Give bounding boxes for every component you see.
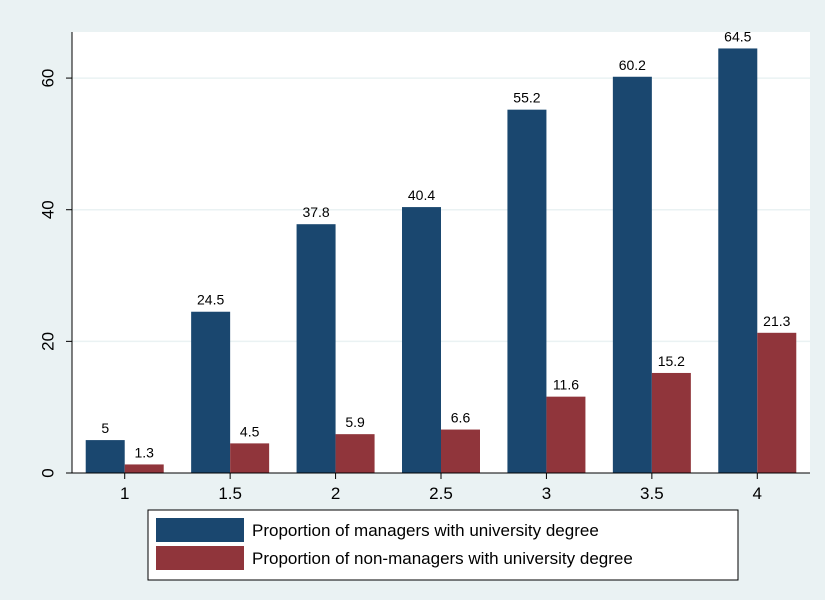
legend-swatch-2 <box>156 546 244 570</box>
bar-series-2-cat-1 <box>124 464 164 473</box>
x-tick-label: 3.5 <box>640 484 664 503</box>
bar-series-1-cat-3 <box>296 224 336 473</box>
bar-value-label: 37.8 <box>302 204 329 220</box>
bar-value-label: 1.3 <box>134 444 154 460</box>
legend-swatch-1 <box>156 518 244 542</box>
y-tick-label: 60 <box>39 69 58 88</box>
bar-value-label: 40.4 <box>408 187 435 203</box>
bar-value-label: 60.2 <box>619 57 646 73</box>
legend: Proportion of managers with university d… <box>147 509 739 581</box>
bar-series-1-cat-6 <box>612 76 652 473</box>
bar-value-label: 5.9 <box>345 414 365 430</box>
bar-value-label: 6.6 <box>451 410 471 426</box>
bar-series-1-cat-7 <box>718 48 758 473</box>
y-tick-label: 0 <box>39 468 58 477</box>
bar-series-2-cat-4 <box>441 429 480 473</box>
bar-value-label: 5 <box>101 420 109 436</box>
bar-series-1-cat-4 <box>402 207 441 473</box>
legend-box <box>147 509 739 581</box>
y-tick-label: 40 <box>39 200 58 219</box>
bar-series-2-cat-6 <box>651 372 691 473</box>
legend-label-2: Proportion of non-managers with universi… <box>252 549 633 568</box>
bar-series-2-cat-7 <box>757 332 797 473</box>
bar-series-1-cat-5 <box>507 109 547 474</box>
bar-value-label: 11.6 <box>553 377 579 393</box>
x-tick-label: 3 <box>542 484 551 503</box>
bar-value-label: 55.2 <box>513 90 540 106</box>
x-tick-label: 1 <box>120 484 129 503</box>
x-tick-label: 1.5 <box>218 484 242 503</box>
bar-series-2-cat-5 <box>546 396 586 473</box>
bar-series-1-cat-2 <box>191 311 231 473</box>
bar-value-label: 64.5 <box>724 28 751 44</box>
legend-label-1: Proportion of managers with university d… <box>252 521 599 540</box>
bar-value-label: 21.3 <box>763 313 790 329</box>
x-tick-label: 4 <box>753 484 762 503</box>
bar-series-2-cat-2 <box>230 443 270 473</box>
axes: 0 20 40 60 1 1.5 2 2.5 3 3.5 4 <box>39 32 810 503</box>
y-tick-label: 20 <box>39 332 58 351</box>
bar-value-label: 4.5 <box>240 423 260 439</box>
x-tick-label: 2 <box>331 484 340 503</box>
bar-series-1-cat-1 <box>85 440 125 473</box>
bars <box>85 48 797 474</box>
x-tick-label: 2.5 <box>429 484 453 503</box>
bar-value-label: 24.5 <box>197 292 224 308</box>
data-labels: 5 1.3 24.5 4.5 37.8 5.9 40.4 6.6 55.2 11.6 60.2 15.… <box>101 28 790 460</box>
bar-value-label: 15.2 <box>658 353 685 369</box>
bar-series-2-cat-3 <box>335 434 375 473</box>
